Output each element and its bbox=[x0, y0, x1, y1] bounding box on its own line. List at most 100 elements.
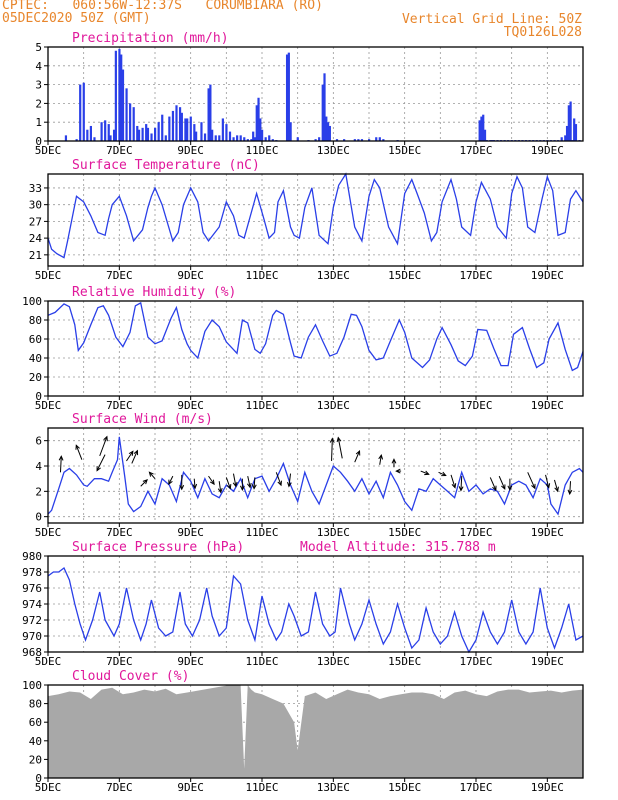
wind-xtick-label: 19DEC bbox=[531, 526, 564, 539]
wind-arrow bbox=[148, 471, 156, 479]
wind-arrow bbox=[99, 435, 108, 457]
wind-arrow bbox=[126, 450, 134, 462]
temperature-ytick-label: 30 bbox=[29, 199, 42, 212]
wind-arrow-shaft bbox=[438, 471, 446, 476]
wind-arrow bbox=[395, 468, 402, 474]
wind-ytick-label: 0 bbox=[35, 511, 42, 524]
wind-title: Surface Wind (m/s) bbox=[72, 412, 213, 427]
temperature-xtick-label: 5DEC bbox=[35, 269, 62, 282]
precipitation-panel bbox=[44, 46, 584, 145]
wind-arrow-shaft bbox=[193, 478, 196, 489]
wind-arrow bbox=[192, 478, 198, 490]
precipitation-bar bbox=[109, 135, 112, 141]
precipitation-bar bbox=[154, 127, 157, 141]
temperature-xtick-label: 13DEC bbox=[317, 269, 350, 282]
wind-arrow-shaft bbox=[131, 450, 138, 464]
precipitation-bar bbox=[195, 131, 198, 141]
precipitation-bar bbox=[218, 135, 221, 141]
wind-arrow-shaft bbox=[498, 475, 506, 490]
precipitation-bar bbox=[560, 137, 563, 141]
precipitation-bar bbox=[253, 137, 257, 141]
humidity-panel bbox=[44, 300, 584, 400]
precipitation-xtick-label: 13DEC bbox=[317, 144, 350, 157]
precipitation-bar bbox=[323, 73, 326, 141]
wind-panel bbox=[44, 427, 584, 527]
pressure-ytick-label: 970 bbox=[22, 630, 42, 643]
precipitation-bar bbox=[259, 118, 262, 141]
pressure-xtick-label: 17DEC bbox=[459, 655, 492, 668]
precipitation-bar bbox=[478, 120, 481, 141]
header-line2-left: 05DEC2020 50Z (GMT) bbox=[2, 11, 151, 26]
pressure-xtick-label: 19DEC bbox=[531, 655, 564, 668]
precipitation-bar bbox=[132, 107, 135, 141]
wind-xtick-label: 13DEC bbox=[317, 526, 350, 539]
wind-arrow-shaft bbox=[59, 456, 62, 473]
wind-arrow-head bbox=[458, 486, 464, 492]
wind-arrow-head bbox=[75, 444, 80, 450]
wind-xtick-label: 11DEC bbox=[245, 526, 278, 539]
cloud-xtick-label: 11DEC bbox=[245, 781, 278, 794]
precipitation-bar bbox=[343, 139, 346, 141]
precipitation-bar bbox=[328, 125, 331, 141]
wind-arrow-head bbox=[336, 436, 342, 443]
cloud-xtick-label: 5DEC bbox=[35, 781, 62, 794]
wind-arrow-shaft bbox=[460, 476, 463, 491]
pressure-xtick-label: 13DEC bbox=[317, 655, 350, 668]
cloud-ytick-label: 0 bbox=[35, 772, 42, 785]
wind-xtick-label: 5DEC bbox=[35, 526, 62, 539]
precipitation-bar bbox=[335, 139, 339, 141]
temperature-xtick-label: 17DEC bbox=[459, 269, 492, 282]
wind-arrow-head bbox=[277, 480, 282, 487]
precipitation-xtick-label: 11DEC bbox=[245, 144, 278, 157]
precipitation-bar bbox=[285, 54, 289, 141]
precipitation-bar bbox=[184, 118, 187, 141]
wind-arrow-head bbox=[148, 471, 154, 477]
wind-arrow bbox=[545, 474, 551, 489]
cloud-frame bbox=[47, 684, 584, 779]
precipitation-bar bbox=[225, 124, 228, 141]
wind-arrow-head bbox=[58, 455, 64, 461]
wind-arrow-head bbox=[209, 479, 215, 486]
precipitation-ytick-label: 3 bbox=[35, 79, 42, 92]
wind-arrow bbox=[354, 449, 361, 463]
precipitation-title: Precipitation (mm/h) bbox=[72, 31, 229, 46]
precipitation-bar bbox=[118, 48, 121, 141]
precipitation-bar bbox=[146, 127, 150, 141]
humidity-ytick-label: 100 bbox=[22, 295, 42, 308]
precipitation-bar bbox=[171, 110, 175, 141]
wind-arrow bbox=[527, 472, 536, 490]
precipitation-bar bbox=[145, 124, 148, 141]
precipitation-bar bbox=[164, 135, 167, 141]
wind-arrow-head bbox=[531, 483, 536, 490]
wind-arrow bbox=[329, 437, 335, 461]
wind-ytick-label: 2 bbox=[35, 485, 42, 498]
wind-arrow-head bbox=[239, 485, 245, 492]
wind-arrow-shaft bbox=[218, 481, 222, 493]
wind-arrow-shaft bbox=[99, 436, 108, 457]
precipitation-bar bbox=[569, 101, 572, 141]
wind-arrow-head bbox=[232, 481, 238, 488]
wind-arrow-shaft bbox=[450, 474, 456, 488]
humidity-xtick-label: 15DEC bbox=[388, 399, 421, 412]
humidity-xtick-label: 13DEC bbox=[317, 399, 350, 412]
precipitation-bar bbox=[246, 139, 249, 141]
precipitation-xtick-label: 19DEC bbox=[531, 144, 564, 157]
wind-arrow-head bbox=[567, 489, 573, 496]
wind-arrow bbox=[217, 481, 223, 494]
wind-arrow-head bbox=[246, 482, 252, 489]
precipitation-bar bbox=[480, 116, 483, 141]
wind-arrow bbox=[75, 444, 83, 460]
cloud-panel bbox=[44, 684, 584, 782]
wind-arrow-head bbox=[391, 458, 397, 464]
wind-arrow-shaft bbox=[288, 473, 292, 487]
precipitation-bar bbox=[209, 84, 212, 141]
precipitation-bar bbox=[193, 124, 196, 141]
precipitation-bar bbox=[325, 116, 328, 141]
cloud-xtick-label: 19DEC bbox=[531, 781, 564, 794]
wind-arrow-shaft bbox=[331, 438, 333, 461]
pressure-line bbox=[47, 566, 584, 654]
wind-arrow bbox=[225, 477, 232, 490]
precipitation-bar bbox=[255, 105, 258, 141]
wind-arrow-shaft bbox=[247, 476, 251, 488]
pressure-ytick-label: 968 bbox=[22, 646, 42, 659]
